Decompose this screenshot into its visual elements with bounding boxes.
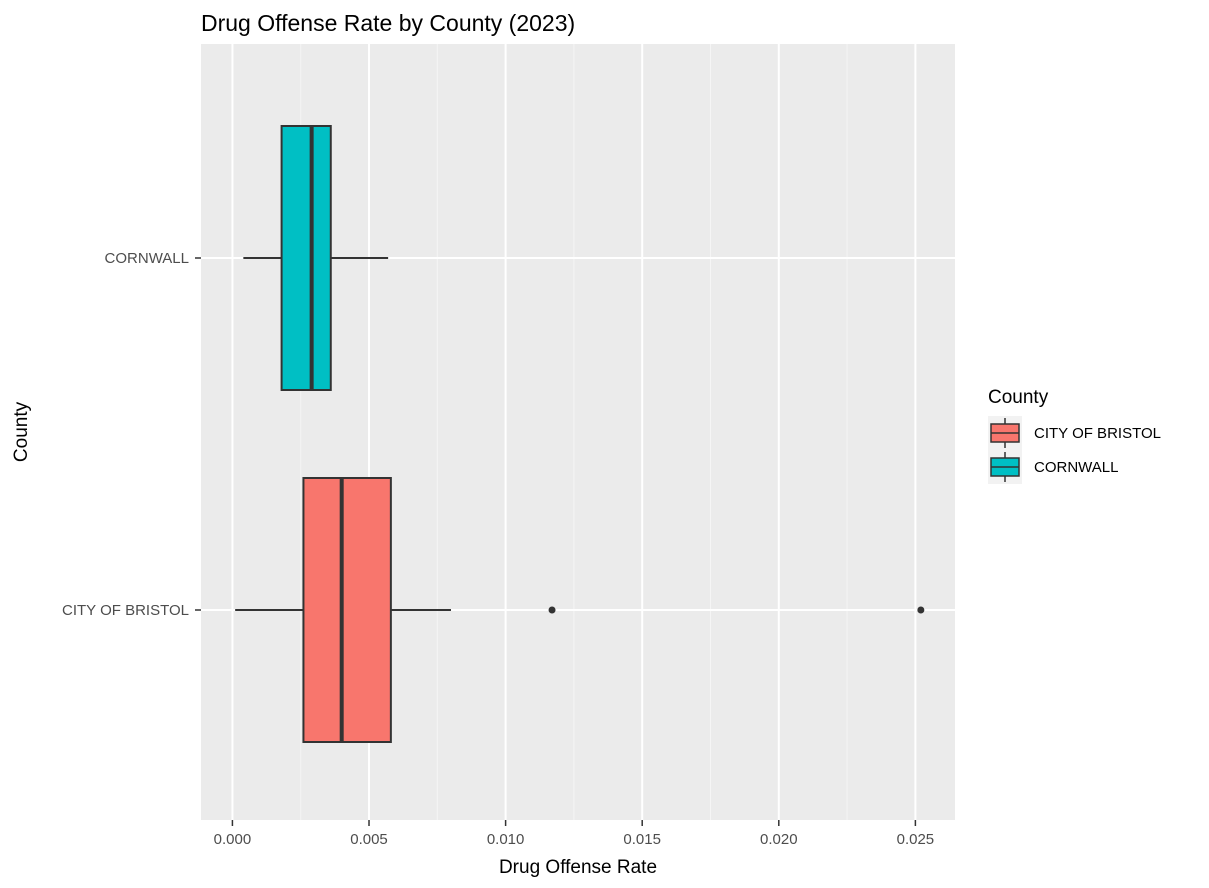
box-city-of-bristol [235,477,925,743]
y-tick-label: CITY OF BRISTOL [62,602,189,619]
x-tick-label: 0.005 [350,831,388,848]
outlier-point [548,606,556,614]
y-axis: CITY OF BRISTOL CORNWALL [62,250,201,619]
x-tick-label: 0.000 [214,831,252,848]
legend-item: CORNWALL [988,450,1118,484]
box-iqr [302,477,392,743]
y-tick-label: CORNWALL [105,250,189,267]
box-series [235,125,925,743]
x-tick-label: 0.025 [897,831,935,848]
x-axis-title: Drug Offense Rate [499,857,657,878]
legend: County CITY OF BRISTOL CORNWALL [988,387,1161,484]
x-tick-label: 0.010 [487,831,525,848]
legend-label: CORNWALL [1034,459,1118,476]
box-iqr [280,125,332,391]
y-axis-title: County [11,401,32,462]
outlier-point [917,606,925,614]
chart-title: Drug Offense Rate by County (2023) [201,10,575,36]
x-tick-label: 0.015 [623,831,661,848]
legend-label: CITY OF BRISTOL [1034,425,1161,442]
legend-title: County [988,387,1049,408]
x-axis: 0.000 0.005 0.010 0.015 0.020 0.025 [214,820,935,848]
x-tick-label: 0.020 [760,831,798,848]
legend-item: CITY OF BRISTOL [988,416,1161,450]
box-cornwall [243,125,389,391]
